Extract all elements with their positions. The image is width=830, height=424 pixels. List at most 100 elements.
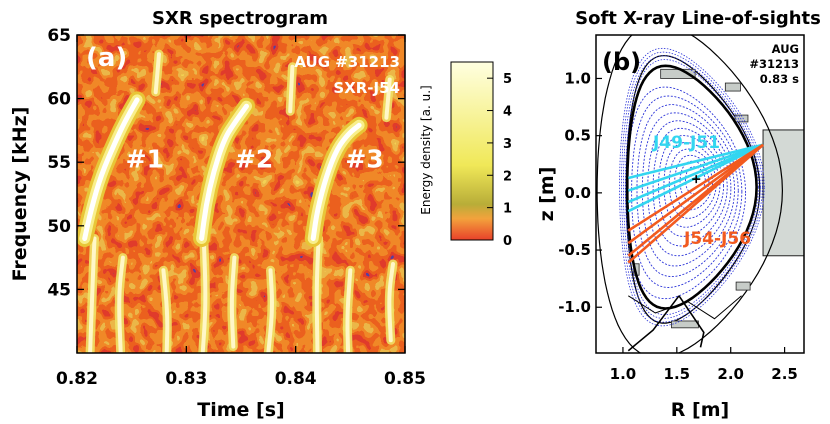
colorbar-tick-label: 4: [503, 105, 512, 120]
colorbar-tick-label: 3: [503, 137, 512, 152]
chirp-1-ridge: [82, 97, 140, 241]
noise-streak-7: [314, 236, 321, 353]
spectrogram-image: [77, 35, 405, 353]
y-axis-label-b: z [m]: [536, 167, 558, 222]
los-j49-j51-1: [628, 143, 764, 180]
flux-surface-5: [663, 142, 721, 228]
y-tick-label-b: -1.0: [558, 298, 591, 316]
panel-b-label: (b): [602, 48, 641, 76]
noise-streak-4: [200, 236, 208, 353]
colorbar-label: Energy density [a. u.]: [419, 85, 433, 214]
y-tick-label-b: 0.5: [564, 127, 591, 145]
noise-streak-3: [161, 268, 170, 353]
y-tick-label-a: 65: [47, 26, 71, 46]
y-tick-label-b: 0.0: [564, 184, 591, 202]
x-tick-label-a: 0.82: [56, 369, 98, 389]
wall-tile: [671, 320, 699, 329]
y-tick-label-a: 55: [47, 153, 71, 173]
colorbar: 0 1 2 3 4 5 Energy density [a. u.]: [419, 61, 512, 249]
flux-surface-12: [625, 86, 747, 300]
flux-surface-9: [641, 112, 736, 267]
shot-number-b: #31213: [749, 57, 799, 71]
colorbar-tick-label: 0: [503, 234, 512, 249]
noise-streak-10: [153, 52, 161, 95]
los-j49-j51-2: [627, 143, 764, 192]
flux-surface-10: [636, 104, 739, 278]
spectrogram-ticks: 0.82 0.83 0.84 0.85 45 50 55 60 65: [47, 26, 426, 389]
los-ticks: 1.0 1.5 2.0 2.5 -1.0 -0.5 0.0 0.5 1.0: [558, 69, 798, 383]
colorbar-tick-label: 1: [503, 202, 512, 217]
x-tick-label-b: 1.5: [664, 365, 691, 383]
y-tick-label-b: -0.5: [558, 241, 591, 259]
x-tick-label-a: 0.83: [165, 369, 207, 389]
noise-streak-8: [345, 268, 353, 353]
y-tick-label-b: 1.0: [564, 69, 591, 87]
x-tick-label-b: 2.0: [717, 365, 744, 383]
y-tick-label-a: 45: [47, 280, 71, 300]
shot-aug-label: AUG: [772, 42, 799, 56]
noise-streak-11: [288, 64, 295, 114]
chirp-ridges: [77, 91, 368, 247]
noise-streak-9: [387, 262, 395, 343]
tokamak-cross-section: [596, 35, 804, 353]
x-axis-label-b: R [m]: [671, 399, 729, 421]
chirp-label-2: #2: [235, 144, 273, 173]
j49-j51-label: J49-J51: [652, 133, 720, 153]
vessel-wall: [596, 35, 784, 353]
divertor-structure: [628, 295, 742, 320]
line-of-sight-panel: Soft X-ray Line-of-sights 1.0 1.5 2.0 2.5 -1…: [536, 8, 821, 421]
spectrogram-title: SXR spectrogram: [152, 8, 328, 29]
chirp-3-ridge: [310, 122, 362, 241]
los-j49-j51-3: [627, 143, 764, 204]
spectrogram-frame: [76, 34, 406, 354]
los-j54-j56-4: [627, 143, 764, 264]
flux-surface-8: [647, 120, 732, 257]
los-j54-j56-2: [627, 143, 764, 245]
y-axis-label-a: Frequency [kHz]: [9, 107, 31, 282]
divertor-leg-outer: [678, 295, 705, 348]
magnetic-axis-marker: [692, 175, 701, 184]
noise-streak-2: [117, 255, 125, 353]
shot-number-a: AUG #31213: [294, 53, 400, 71]
sol-surface-3: [620, 51, 763, 323]
x-tick-label-b: 2.5: [771, 365, 798, 383]
x-tick-label-a: 0.84: [275, 369, 317, 389]
spectrogram-panel: SXR spectrogram 0.82 0.83 0.84 0.85 45 50 55 60…: [9, 8, 426, 421]
colorbar-tick-label: 5: [503, 72, 512, 87]
chirp-label-3: #3: [345, 144, 383, 173]
los-group-j54-j56: [627, 143, 764, 264]
channel-label: SXR-J54: [333, 79, 400, 97]
los-frame: [595, 34, 805, 354]
flux-surface-6: [658, 135, 725, 237]
j54-j56-label: J54-J56: [683, 229, 751, 249]
los-j54-j56-1: [627, 143, 764, 232]
chirp-2-ridge: [199, 103, 249, 241]
colorbar-gradient: [450, 61, 494, 241]
noise-streak-1: [88, 236, 97, 353]
noise-streak-6: [266, 268, 274, 353]
x-axis-label-a: Time [s]: [197, 399, 284, 421]
time-stamp: 0.83 s: [760, 72, 799, 86]
noise-streaks: [85, 49, 398, 353]
sxr-port-box: [762, 129, 804, 257]
sol-surface-4: [619, 47, 765, 327]
divertor-legs: [627, 295, 742, 352]
flux-surface-1: [685, 166, 706, 195]
flux-surfaces: [619, 47, 765, 327]
flux-surface-11: [631, 95, 743, 288]
y-tick-label-a: 50: [47, 217, 71, 237]
x-tick-label-b: 1.0: [610, 365, 637, 383]
y-tick-label-a: 60: [47, 90, 71, 110]
noise-streak-12: [384, 77, 392, 120]
chirp-labels: #1 #2 #3: [126, 144, 384, 173]
colorbar-tick-label: 2: [503, 169, 512, 184]
los-title: Soft X-ray Line-of-sights: [575, 8, 821, 29]
noise-streak-5: [229, 255, 237, 349]
separatrix: [626, 64, 758, 310]
wall-tile: [724, 82, 741, 92]
chirp-label-1: #1: [126, 144, 164, 173]
colorbar-ticks: 0 1 2 3 4 5: [487, 72, 512, 249]
x-tick-label-a: 0.85: [384, 369, 426, 389]
flux-surface-7: [652, 127, 728, 247]
